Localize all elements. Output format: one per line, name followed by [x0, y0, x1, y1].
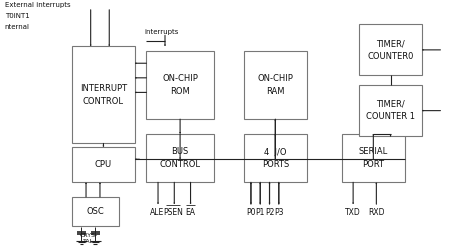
Bar: [72, 46, 135, 143]
Text: TIMER/
COUNTER 1: TIMER/ COUNTER 1: [366, 100, 415, 121]
Bar: [359, 24, 422, 75]
Text: P3: P3: [274, 208, 283, 217]
Bar: [72, 147, 135, 182]
Text: CRYS-
TAL: CRYS- TAL: [79, 233, 98, 244]
Text: TIMER/
COUNTER0: TIMER/ COUNTER0: [367, 39, 414, 61]
Text: External interrupts: External interrupts: [5, 2, 70, 8]
Text: SERIAL
PORT: SERIAL PORT: [359, 147, 388, 169]
Text: interrupts: interrupts: [144, 29, 179, 35]
Text: TXD: TXD: [345, 208, 361, 217]
Text: BUS
CONTROL: BUS CONTROL: [160, 147, 201, 169]
Bar: [244, 134, 307, 182]
Bar: [359, 85, 422, 136]
Bar: [342, 134, 405, 182]
Text: EA: EA: [185, 208, 196, 217]
Text: 4  I/O
PORTS: 4 I/O PORTS: [262, 147, 289, 169]
Text: OSC: OSC: [86, 207, 104, 216]
Text: PSEN: PSEN: [164, 208, 183, 217]
Text: nternal: nternal: [5, 24, 30, 30]
Text: T0INT1: T0INT1: [5, 13, 29, 19]
Text: ON-CHIP
ROM: ON-CHIP ROM: [162, 74, 198, 96]
Bar: [244, 51, 307, 119]
Bar: [146, 51, 214, 119]
Bar: [146, 134, 214, 182]
Text: CPU: CPU: [95, 160, 112, 169]
Text: P1: P1: [255, 208, 265, 217]
Bar: [72, 197, 118, 226]
Text: RXD: RXD: [368, 208, 384, 217]
Text: P0: P0: [246, 208, 255, 217]
Text: P2: P2: [265, 208, 274, 217]
Text: ALE: ALE: [150, 208, 164, 217]
Text: ON-CHIP
RAM: ON-CHIP RAM: [257, 74, 293, 96]
Text: INTERRUPT
CONTROL: INTERRUPT CONTROL: [80, 84, 127, 106]
